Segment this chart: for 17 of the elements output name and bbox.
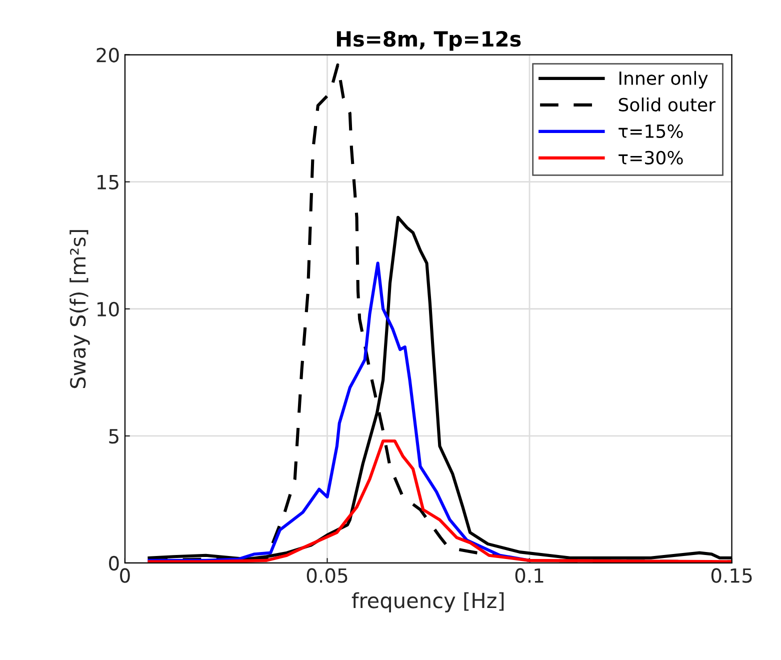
x-tick-label: 0.15 (711, 568, 752, 583)
legend-label: τ=15% (618, 124, 683, 138)
x-tick-label: 0.1 (515, 568, 544, 583)
y-tick-label: 20 (96, 48, 119, 62)
x-tick-label: 0 (120, 568, 130, 583)
x-tick-label: 0.05 (306, 568, 348, 583)
y-axis-title: Sway S(f) [m²s] (70, 230, 90, 388)
y-tick-label: 15 (97, 175, 118, 190)
y-tick-label: 10 (97, 302, 119, 317)
x-axis-title: frequency [Hz] (352, 592, 504, 612)
y-tick-label: 5 (109, 429, 118, 444)
y-tick-label: 0 (109, 556, 119, 571)
line-series (148, 439, 732, 563)
legend-label: Solid outer (618, 98, 716, 112)
legend-label: τ=30% (618, 150, 683, 165)
chart-title: Hs=8m, Tp=12s (336, 30, 521, 51)
legend-label: Inner only (619, 71, 708, 89)
